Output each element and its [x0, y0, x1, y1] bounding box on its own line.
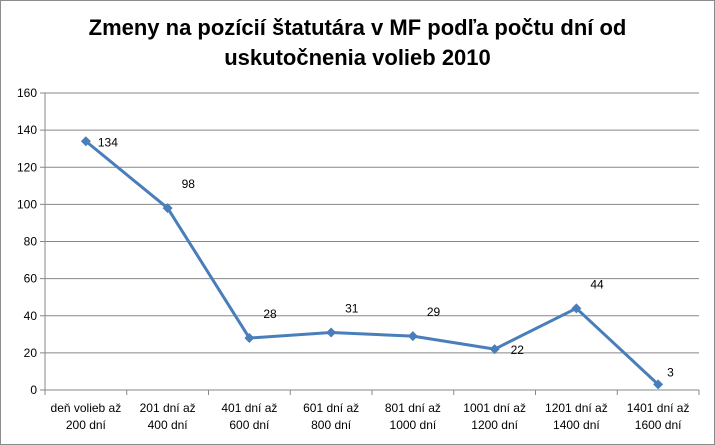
data-point-marker [244, 333, 255, 344]
y-tick-label: 100 [17, 197, 37, 211]
x-tick-label: 401 dní až 600 dní [221, 401, 277, 432]
data-label: 3 [667, 365, 674, 379]
y-tick-label: 20 [24, 346, 38, 360]
x-tick-label: 801 dní až 1000 dní [385, 401, 441, 432]
chart-title-line-2: uskutočnenia volieb 2010 [224, 45, 491, 70]
x-tick-label: 1201 dní až 1400 dní [545, 401, 608, 432]
y-tick-label: 0 [30, 383, 37, 397]
series [80, 136, 664, 390]
data-label: 28 [263, 307, 277, 321]
axes [40, 92, 700, 395]
data-point-marker [80, 136, 91, 147]
y-tick-label: 80 [24, 235, 38, 249]
y-tick-label: 60 [24, 272, 38, 286]
data-label: 98 [182, 177, 196, 191]
x-tick-label: 201 dní až 400 dní [140, 401, 196, 432]
data-point-marker [407, 331, 418, 342]
y-tick-label: 40 [24, 309, 38, 323]
y-tick-label: 140 [17, 123, 37, 137]
data-point-marker [162, 203, 173, 214]
y-tick-label: 120 [17, 160, 37, 174]
chart-title-line-1: Zmeny na pozícií štatutára v MF podľa po… [88, 15, 627, 40]
x-tick-label: 1401 dní až 1600 dní [627, 401, 690, 432]
series-line [84, 140, 660, 386]
data-point-marker [571, 303, 582, 314]
y-tick-label: 160 [17, 86, 37, 100]
chart-title: Zmeny na pozícií štatutára v MF podľa po… [1, 13, 714, 73]
data-label: 31 [345, 301, 359, 315]
data-label: 22 [511, 343, 525, 357]
x-tick-label: deň volieb až 200 dní [51, 401, 122, 432]
data-point-marker [653, 379, 664, 390]
x-tick-label: 1001 dní až 1200 dní [463, 401, 526, 432]
labels: 0 20 40 60 80 100 120 140 160 deň volieb až 200 dn… [17, 86, 690, 432]
data-label: 29 [427, 305, 441, 319]
data-label: 44 [590, 277, 604, 291]
x-tick-label: 601 dní až 800 dní [303, 401, 359, 432]
data-label: 134 [98, 135, 118, 149]
gridlines [45, 92, 699, 354]
data-point-marker [326, 327, 337, 338]
data-point-marker [489, 344, 500, 355]
